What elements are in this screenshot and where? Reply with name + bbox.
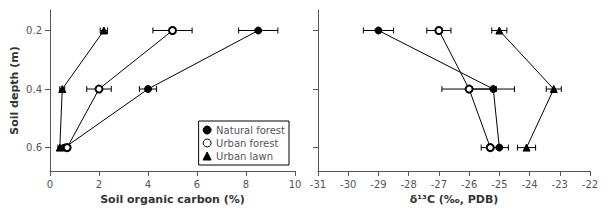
svg-text:-29: -29 (370, 179, 386, 190)
svg-text:-22: -22 (582, 179, 598, 190)
svg-text:-28: -28 (400, 179, 416, 190)
svg-text:Urban lawn: Urban lawn (216, 151, 273, 162)
svg-text:-31: -31 (310, 179, 326, 190)
svg-text:10: 10 (289, 179, 302, 190)
svg-text:0.4: 0.4 (26, 84, 42, 95)
svg-text:8: 8 (243, 179, 249, 190)
svg-text:-27: -27 (431, 179, 447, 190)
svg-text:Soil depth (m): Soil depth (m) (8, 46, 21, 135)
svg-text:Urban forest: Urban forest (216, 138, 278, 149)
svg-text:2: 2 (96, 179, 102, 190)
svg-text:0.2: 0.2 (26, 25, 42, 36)
svg-text:0: 0 (47, 179, 53, 190)
svg-text:4: 4 (145, 179, 151, 190)
svg-text:6: 6 (194, 179, 200, 190)
svg-text:-26: -26 (461, 179, 477, 190)
svg-text:-24: -24 (521, 179, 537, 190)
svg-text:-25: -25 (491, 179, 507, 190)
svg-text:-30: -30 (340, 179, 356, 190)
svg-text:-23: -23 (552, 179, 568, 190)
svg-text:Soil organic carbon (%): Soil organic carbon (%) (100, 193, 245, 206)
svg-text:0.6: 0.6 (26, 142, 42, 153)
svg-text:Natural forest: Natural forest (216, 125, 285, 136)
svg-text:δ¹³C (‰, PDB): δ¹³C (‰, PDB) (410, 193, 499, 206)
